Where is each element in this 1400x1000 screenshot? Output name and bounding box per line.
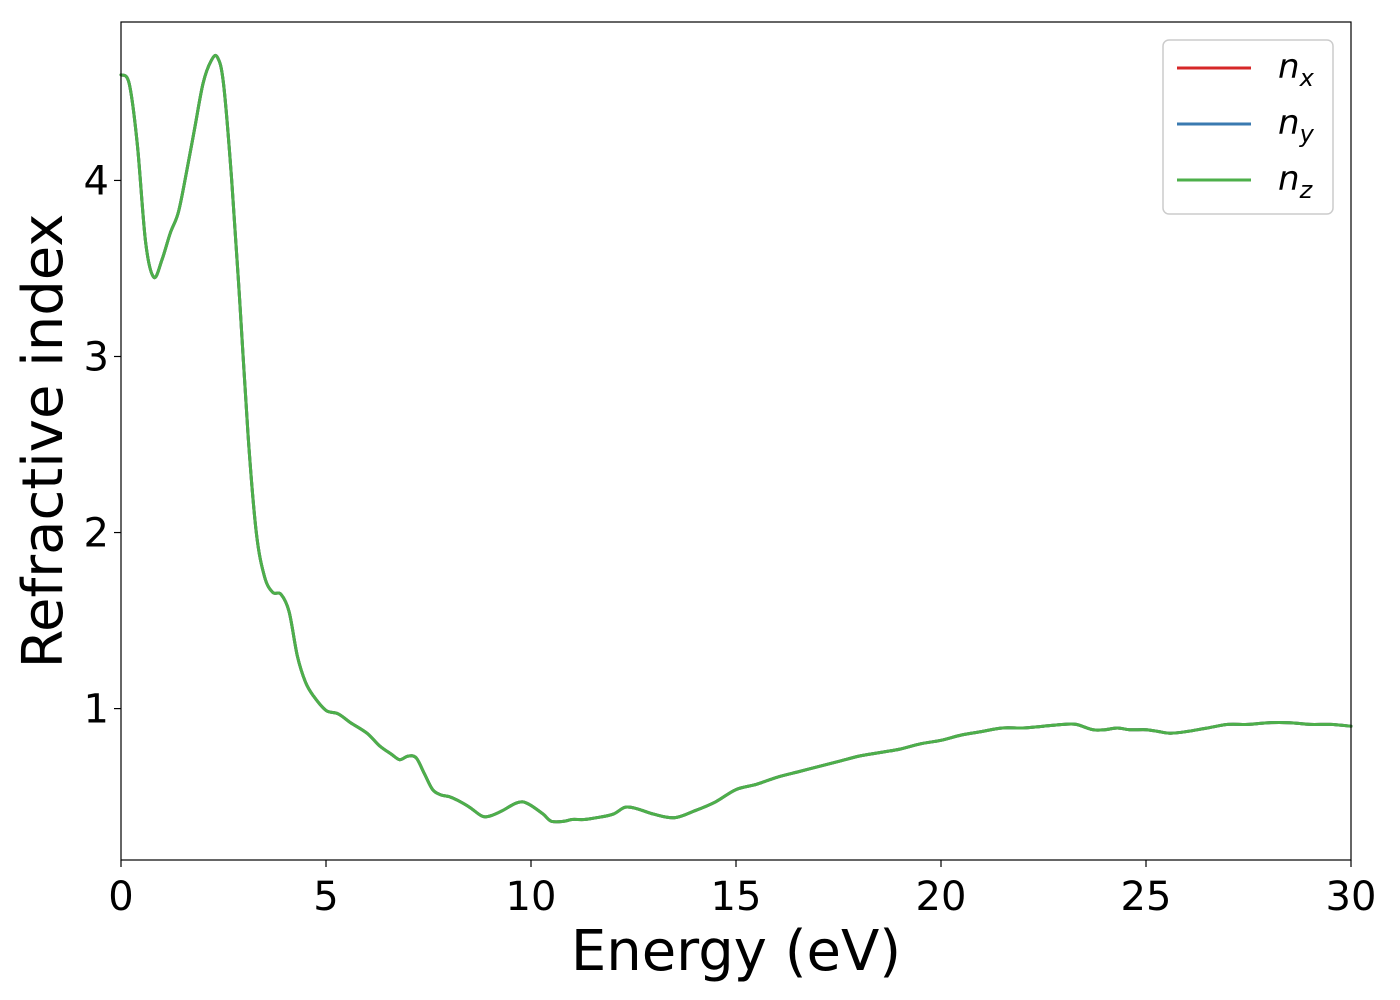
x-axis-label: Energy (eV) — [571, 919, 901, 984]
series-layer — [119, 53, 1353, 824]
legend-label-y: ny — [1278, 103, 1315, 148]
x-tick-label: 0 — [108, 874, 133, 920]
legend-label-x: nx — [1278, 47, 1315, 92]
x-tick-label: 30 — [1326, 874, 1377, 920]
y-tick-label: 2 — [84, 511, 109, 557]
x-tick-label: 5 — [313, 874, 338, 920]
y-axis-label: Refractive index — [11, 214, 76, 669]
y-axis-ticks: 1 2 3 4 — [84, 158, 121, 733]
x-tick-label: 10 — [506, 874, 557, 920]
y-tick-label: 1 — [84, 687, 109, 733]
x-tick-label: 25 — [1121, 874, 1172, 920]
x-axis-ticks: 0 5 10 15 20 25 30 — [108, 860, 1376, 920]
y-tick-label: 4 — [84, 158, 109, 204]
x-tick-label: 15 — [711, 874, 762, 920]
legend-label-z: nz — [1278, 159, 1314, 204]
y-tick-label: 3 — [84, 334, 109, 380]
series-line-z — [119, 53, 1353, 824]
x-tick-label: 20 — [916, 874, 967, 920]
legend: nx ny nz — [1162, 39, 1334, 215]
legend-box — [1162, 39, 1334, 215]
plot-background — [121, 22, 1351, 860]
